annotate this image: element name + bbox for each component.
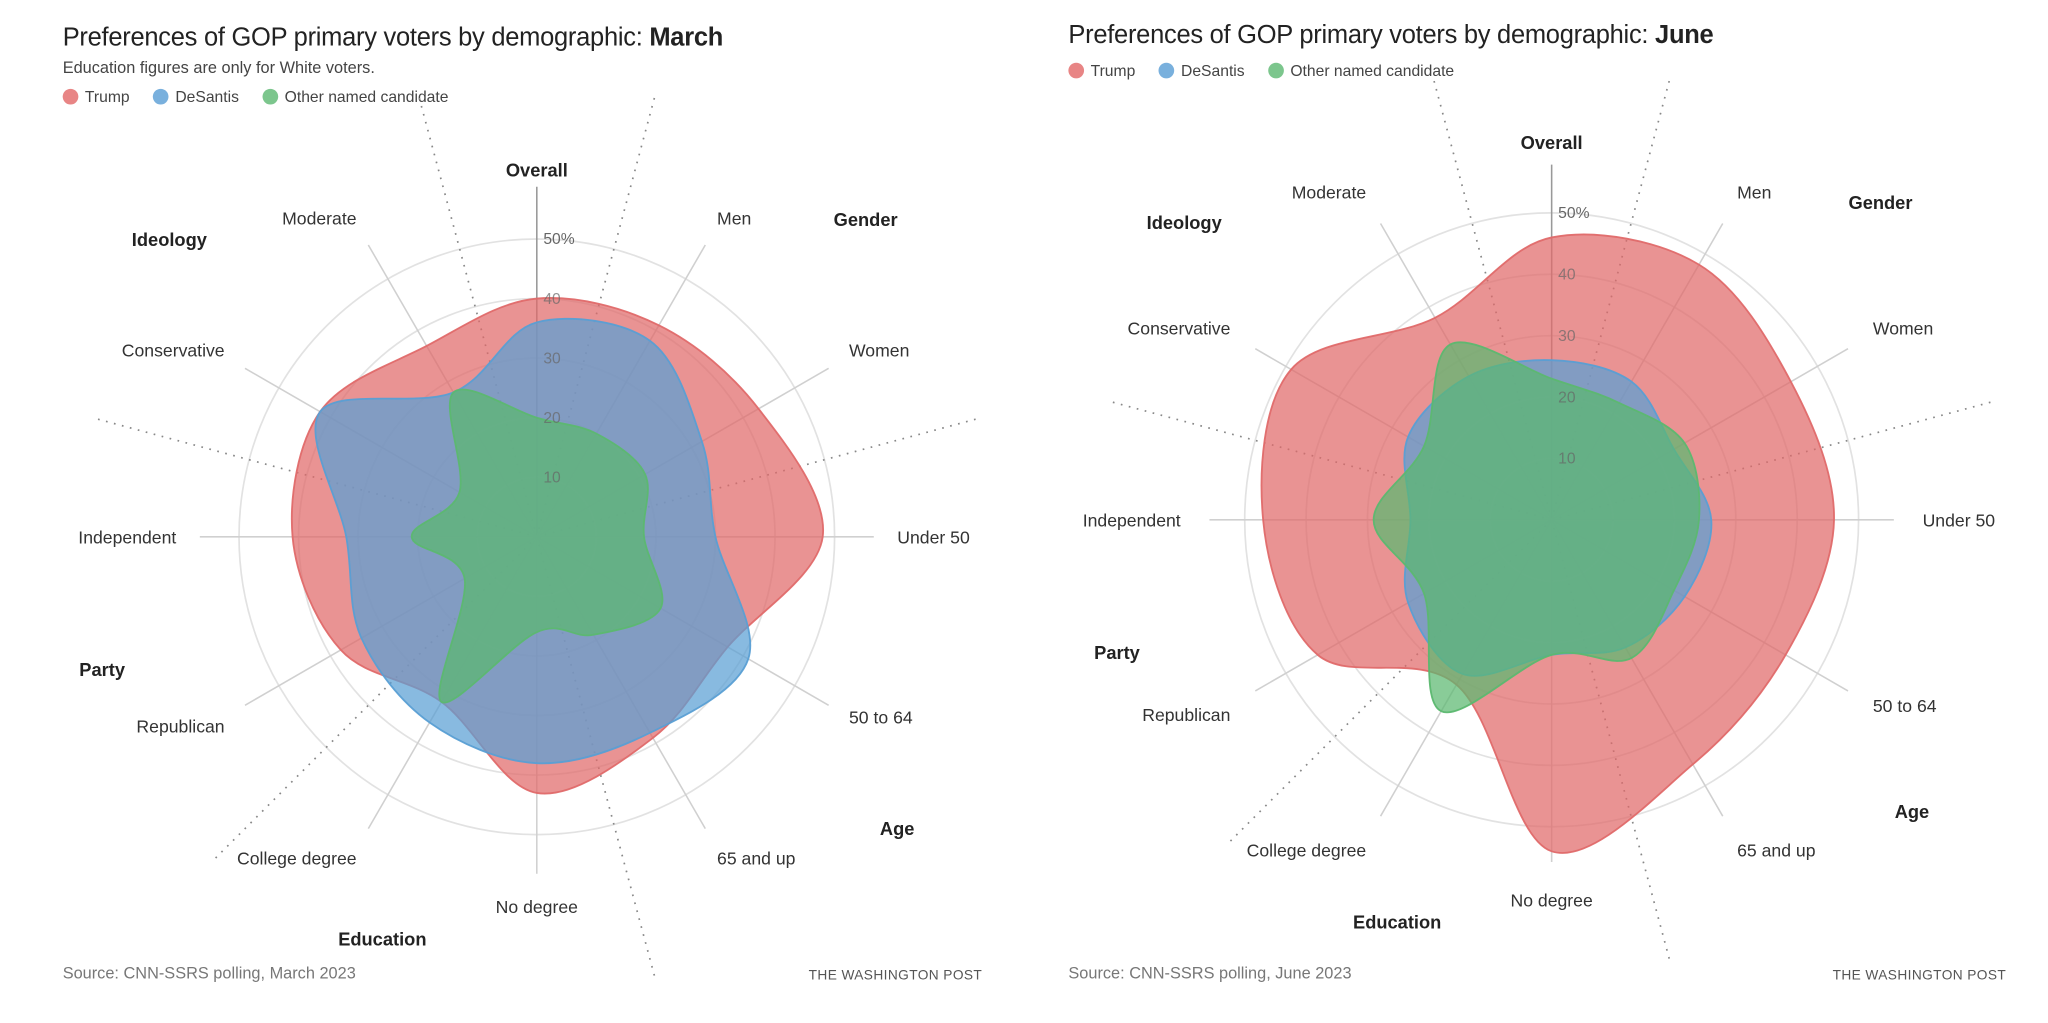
group-label: Ideology	[132, 229, 208, 250]
group-label: Age	[1895, 801, 1930, 822]
r-tick-label: 20	[543, 410, 561, 427]
r-tick-label: 50%	[1558, 205, 1589, 222]
category-label: No degree	[496, 897, 579, 917]
r-tick-label: 40	[1558, 267, 1576, 284]
series-area-other-named-candidate	[410, 388, 664, 704]
category-label: Women	[1873, 318, 1933, 338]
category-label: College degree	[1247, 841, 1367, 861]
trump-swatch	[1068, 62, 1085, 79]
other-swatch	[262, 88, 279, 105]
desantis-swatch	[1158, 62, 1175, 79]
group-label: Party	[79, 659, 126, 680]
category-label: Men	[1737, 183, 1771, 203]
trump-swatch	[62, 88, 79, 105]
radar-chart-march: 10 20 30 40 50% Overall Men Women Under 50 50 to …	[78, 95, 979, 979]
r-tick-label: 40	[543, 291, 561, 308]
r-tick-label: 50%	[543, 231, 574, 248]
r-tick-label: 10	[1558, 451, 1576, 468]
category-label: Independent	[1083, 510, 1181, 530]
legend-label: Other named candidate	[284, 87, 449, 106]
category-label: 50 to 64	[849, 708, 913, 728]
radar-chart-june: 10 20 30 40 50% Overall Men Women Under 50 50 to …	[1083, 78, 1996, 962]
category-label: 50 to 64	[1873, 696, 1937, 716]
group-label: Gender	[1849, 192, 1913, 213]
group-label: Ideology	[1147, 212, 1223, 233]
march-chart-panel: Preferences of GOP primary voters by dem…	[0, 0, 1019, 1023]
credit: THE WASHINGTON POST	[1832, 967, 2007, 984]
legend-label: Trump	[84, 87, 130, 106]
group-label: Education	[338, 929, 426, 950]
category-label: College degree	[237, 849, 357, 869]
category-label: Moderate	[1292, 183, 1367, 203]
chart-title: Preferences of GOP primary voters by dem…	[62, 23, 724, 54]
r-tick-label: 30	[543, 350, 561, 367]
category-label: Conservative	[122, 341, 225, 361]
legend-item-desantis: DeSantis	[1158, 61, 1245, 80]
source-note: Source: CNN-SSRS polling, June 2023	[1068, 963, 1352, 983]
category-label: Overall	[1521, 132, 1583, 153]
category-label: Overall	[506, 159, 568, 180]
legend-item-other: Other named candidate	[262, 88, 448, 106]
legend-item-desantis: DeSantis	[153, 88, 239, 106]
group-label: Gender	[834, 209, 898, 230]
category-label: Under 50	[1923, 510, 1996, 530]
group-label: Education	[1353, 912, 1441, 933]
legend-label: DeSantis	[1181, 61, 1245, 80]
other-swatch	[1268, 62, 1284, 79]
category-label: Women	[849, 341, 909, 361]
category-label: Men	[717, 209, 751, 229]
legend-item-trump: Trump	[62, 87, 130, 106]
title-month: June	[1655, 20, 1714, 50]
category-label: Republican	[136, 717, 224, 737]
title-month: March	[649, 23, 724, 53]
r-tick-label: 20	[1558, 389, 1576, 406]
legend: Trump DeSantis Other named candidate	[62, 87, 448, 106]
credit: THE WASHINGTON POST	[808, 967, 983, 984]
title-text: Preferences of GOP primary voters by dem…	[1068, 20, 1656, 50]
category-label: Under 50	[897, 527, 970, 547]
group-label: Age	[880, 818, 915, 839]
title-text: Preferences of GOP primary voters by dem…	[62, 23, 650, 53]
category-label: Conservative	[1128, 318, 1231, 338]
category-label: 65 and up	[717, 849, 796, 869]
category-label: Independent	[78, 527, 176, 547]
category-label: Moderate	[282, 209, 357, 229]
chart-title: Preferences of GOP primary voters by dem…	[1068, 21, 1713, 51]
category-label: 65 and up	[1737, 841, 1816, 861]
legend-item-trump: Trump	[1068, 61, 1136, 80]
legend-label: Other named candidate	[1290, 61, 1455, 80]
legend-label: DeSantis	[175, 87, 239, 106]
source-note: Source: CNN-SSRS polling, March 2023	[62, 963, 356, 983]
chart-subtitle: Education figures are only for White vot…	[62, 58, 375, 78]
series-area-other-named-candidate	[1372, 341, 1701, 714]
r-tick-label: 10	[543, 469, 561, 486]
legend: Trump DeSantis Other named candidate	[1068, 61, 1455, 80]
category-label: No degree	[1510, 890, 1593, 910]
desantis-swatch	[153, 88, 169, 105]
june-chart-panel: Preferences of GOP primary voters by dem…	[1025, 0, 2048, 1023]
group-label: Party	[1094, 642, 1141, 663]
legend-item-other: Other named candidate	[1268, 61, 1455, 80]
r-tick-label: 30	[1558, 328, 1576, 345]
category-label: Republican	[1142, 705, 1230, 725]
legend-label: Trump	[1090, 61, 1136, 80]
